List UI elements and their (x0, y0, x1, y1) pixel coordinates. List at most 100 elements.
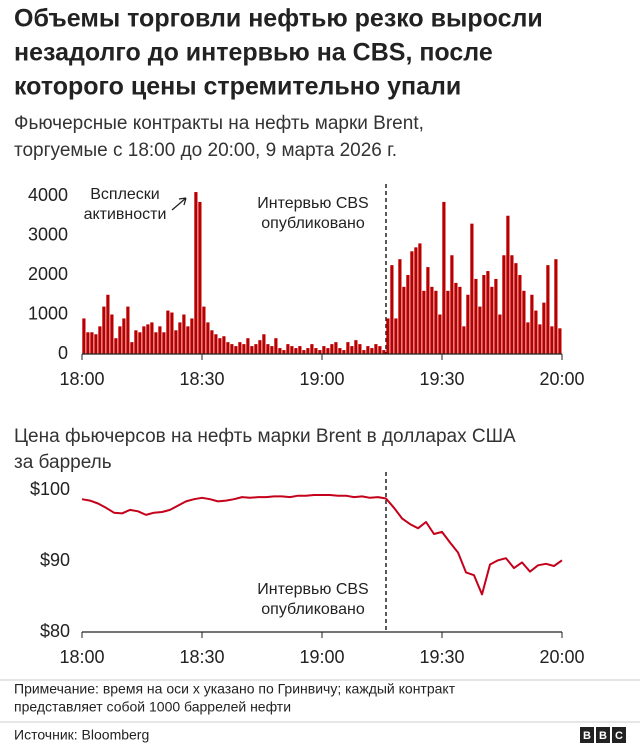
bar (130, 342, 134, 354)
bar (510, 255, 514, 354)
chart-title: за баррель (14, 452, 112, 473)
bar (314, 348, 318, 354)
bar (446, 290, 450, 354)
logo-letter: B (583, 730, 591, 742)
bar (350, 346, 354, 354)
bar (178, 322, 182, 354)
bar (298, 346, 302, 354)
bar (486, 271, 490, 354)
bar (194, 192, 198, 354)
bar (518, 275, 522, 354)
bar (166, 310, 170, 354)
y-tick-label: $90 (40, 550, 70, 570)
bar (258, 340, 262, 354)
bar (154, 332, 158, 354)
bar (146, 324, 150, 354)
bar (550, 326, 554, 354)
bar (182, 314, 186, 354)
bar (302, 350, 306, 354)
bar (478, 306, 482, 354)
x-tick-label: 18:00 (59, 369, 104, 389)
bar (218, 338, 222, 354)
bar (554, 259, 558, 354)
bar (406, 275, 410, 354)
bar (434, 290, 438, 354)
bar (454, 282, 458, 354)
bar (274, 338, 278, 354)
bar (134, 330, 138, 354)
bar (462, 326, 466, 354)
bar (426, 267, 430, 354)
bar (490, 286, 494, 354)
bar (198, 201, 202, 354)
bar (286, 344, 290, 354)
bar (110, 314, 114, 354)
bar (138, 332, 142, 354)
bar (498, 314, 502, 354)
bar (102, 306, 106, 354)
note: Примечание: время на оси x указано по Гр… (14, 681, 456, 697)
logo-letter: B (599, 730, 607, 742)
annotation: Интервью CBS (257, 581, 368, 598)
bar (418, 243, 422, 354)
bar (142, 326, 146, 354)
y-tick-label: $100 (30, 479, 70, 499)
bar (358, 344, 362, 354)
subtitle: Фьючерсные контракты на нефть марки Bren… (14, 113, 424, 134)
annotation: активности (84, 206, 167, 223)
bar (90, 332, 94, 354)
x-tick-label: 20:00 (539, 647, 584, 667)
bar (438, 314, 442, 354)
y-tick-label: 4000 (28, 185, 68, 205)
bar (86, 332, 90, 354)
arrow (171, 197, 187, 211)
bar (262, 334, 266, 354)
bar (82, 318, 86, 354)
bar (326, 348, 330, 354)
x-tick-label: 20:00 (539, 369, 584, 389)
y-tick-label: 1000 (28, 303, 68, 323)
bar (98, 326, 102, 354)
bar (394, 318, 398, 354)
bar (458, 286, 462, 354)
bar (234, 346, 238, 354)
bar (122, 318, 126, 354)
bar (466, 294, 470, 354)
bar (382, 350, 386, 354)
annotation: опубликовано (261, 215, 365, 232)
bar (442, 201, 446, 354)
annotation: опубликовано (261, 601, 365, 618)
bar (362, 350, 366, 354)
source: Источник: Bloomberg (14, 727, 149, 743)
y-tick-label: 2000 (28, 264, 68, 284)
logo-box (612, 727, 626, 743)
x-tick-label: 19:00 (299, 647, 344, 667)
bar (546, 265, 550, 354)
bar (202, 306, 206, 354)
bar (378, 346, 382, 354)
bar (370, 348, 374, 354)
bar (310, 344, 314, 354)
x-tick-label: 18:30 (179, 647, 224, 667)
bar (254, 344, 258, 354)
bar (230, 344, 234, 354)
logo-letter: C (615, 730, 623, 742)
bar (526, 322, 530, 354)
bar (338, 348, 342, 354)
x-tick-label: 18:30 (179, 369, 224, 389)
bar (226, 342, 230, 354)
bar (250, 346, 254, 354)
bar (174, 330, 178, 354)
y-tick-label: $80 (40, 621, 70, 641)
bar (222, 336, 226, 354)
bar (94, 334, 98, 354)
bar (318, 350, 322, 354)
x-tick-label: 18:00 (59, 647, 104, 667)
bar (482, 275, 486, 354)
bar (522, 290, 526, 354)
subtitle: торгуемые с 18:00 до 20:00, 9 марта 2026… (14, 140, 397, 161)
logo-box (596, 727, 610, 743)
bar (542, 302, 546, 354)
